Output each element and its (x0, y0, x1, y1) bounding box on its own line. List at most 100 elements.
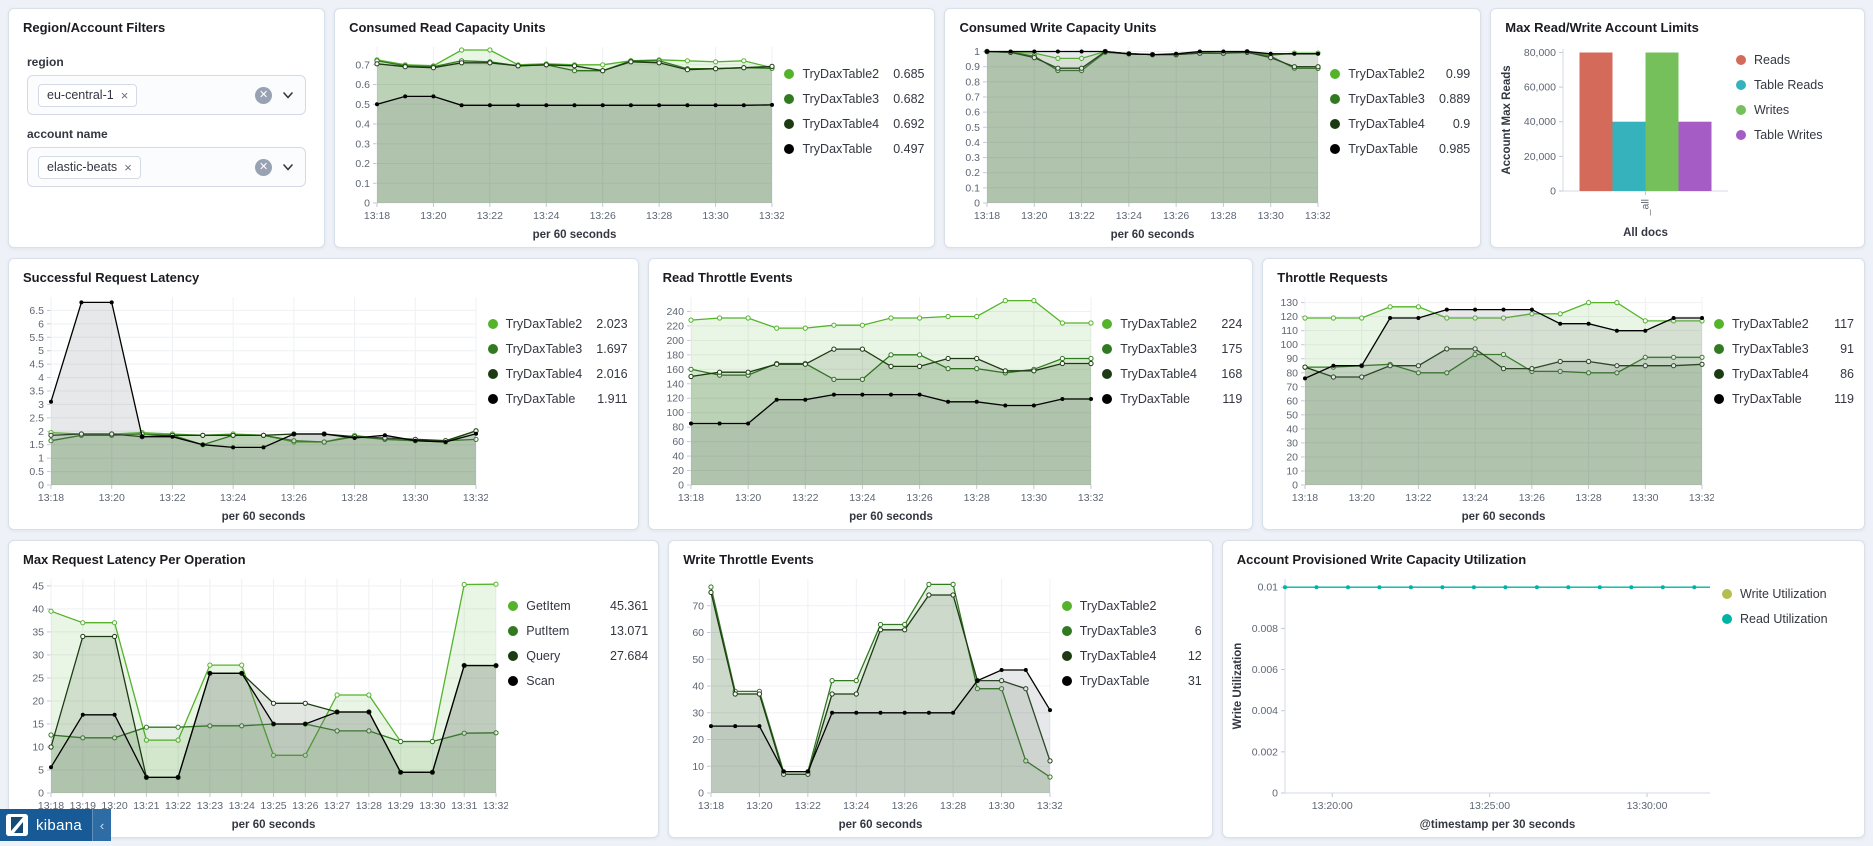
legend-value: 13.071 (610, 624, 649, 638)
svg-text:220: 220 (666, 320, 684, 332)
chart-successful-request-latency[interactable]: 0 0.5 1 1.5 2 2.5 3 3.5 4 4.5 5 5.5 6 6.5 13:18 13:20 13… (15, 287, 489, 525)
chart-max-account-limits[interactable]: 0 20,000 40,000 60,000 80,000 _all All docs Acc… (1497, 37, 1736, 243)
legend-item[interactable]: Table Writes (1735, 128, 1854, 142)
panel-title[interactable]: Consumed Write Capacity Units (959, 20, 1157, 35)
legend-item[interactable]: TryDaxTable2 0.99 (1330, 67, 1470, 81)
svg-text:13:30: 13:30 (989, 800, 1015, 812)
legend-item[interactable]: PutItem 13.071 (508, 624, 648, 638)
svg-text:13:20: 13:20 (1022, 210, 1048, 222)
legend-item[interactable]: TryDaxTable 119 (1714, 392, 1854, 406)
legend-item[interactable]: Scan (508, 674, 648, 688)
legend-item[interactable]: Writes (1735, 103, 1854, 117)
legend-value: 0.682 (893, 92, 925, 106)
clear-selection-icon[interactable]: ✕ (255, 86, 273, 104)
svg-text:200: 200 (666, 335, 684, 347)
legend-item[interactable]: TryDaxTable3 175 (1102, 342, 1242, 356)
region-combobox[interactable]: eu-central-1 × ✕ (27, 75, 307, 115)
svg-text:13:22: 13:22 (165, 800, 191, 812)
legend-item[interactable]: Query 27.684 (508, 649, 648, 663)
legend-item[interactable]: TryDaxTable 0.985 (1330, 142, 1470, 156)
chart-consumed-read-capacity[interactable]: 0 0.1 0.2 0.3 0.4 0.5 0.6 0.7 13:18 13:20 13:22 13:… (341, 37, 785, 243)
legend-item[interactable]: TryDaxTable 1.911 (487, 392, 628, 406)
legend-item[interactable]: Read Utilization (1722, 612, 1854, 626)
panel-title[interactable]: Region/Account Filters (23, 20, 166, 35)
svg-text:0: 0 (38, 788, 44, 800)
chart-account-write-utilization[interactable]: 0 0.002 0.004 0.006 0.008 0.01 13:20:00 13:25:0… (1229, 569, 1722, 833)
chart-consumed-write-capacity[interactable]: 0 0.1 0.2 0.3 0.4 0.5 0.6 0.7 0.8 0.9 1 13:18 13:20 1… (951, 37, 1332, 243)
svg-text:5: 5 (38, 345, 44, 357)
remove-filter-icon[interactable]: × (124, 159, 132, 175)
sidebar-collapse-button[interactable]: ‹ (92, 809, 112, 841)
legend-item[interactable]: GetItem 45.361 (508, 599, 648, 613)
legend-dot-icon (1714, 394, 1724, 404)
legend-item[interactable]: TryDaxTable4 2.016 (487, 367, 628, 381)
chart-throttle-requests[interactable]: 0 10 20 30 40 50 60 70 80 90 100 110 120 130 13:18 13:2… (1269, 287, 1716, 525)
legend-label: Query (526, 649, 561, 663)
chart-read-throttle-events[interactable]: 0 20 40 60 80 100 120 140 160 180 200 220 240 13:18 13… (655, 287, 1104, 525)
legend-dot-icon (1061, 601, 1072, 611)
panel-title[interactable]: Write Throttle Events (683, 552, 814, 567)
svg-text:13:20: 13:20 (747, 800, 773, 812)
legend-dot-icon (487, 394, 498, 404)
svg-text:1: 1 (38, 453, 44, 465)
legend-dot-icon (1330, 69, 1341, 79)
svg-text:3.5: 3.5 (29, 386, 44, 398)
panel-title[interactable]: Account Provisioned Write Capacity Utili… (1236, 552, 1527, 567)
legend-item[interactable]: TryDaxTable 119 (1102, 392, 1242, 406)
legend-item[interactable]: TryDaxTable3 6 (1061, 624, 1202, 638)
legend-item[interactable]: TryDaxTable3 0.682 (784, 92, 924, 106)
panel-title[interactable]: Read Throttle Events (662, 270, 793, 285)
legend-dot-icon (784, 69, 795, 79)
legend-item[interactable]: TryDaxTable2 0.685 (784, 67, 924, 81)
svg-text:13:18: 13:18 (364, 210, 390, 222)
clear-selection-icon[interactable]: ✕ (255, 158, 273, 176)
svg-text:30: 30 (32, 649, 44, 661)
legend-item[interactable]: TryDaxTable3 91 (1714, 342, 1854, 356)
legend-item[interactable]: Table Reads (1735, 78, 1854, 92)
legend-item[interactable]: TryDaxTable3 1.697 (487, 342, 628, 356)
svg-text:130: 130 (1281, 297, 1299, 309)
chevron-down-icon[interactable] (281, 88, 295, 102)
legend-dot-icon (784, 119, 795, 129)
legend-item[interactable]: TryDaxTable2 224 (1102, 317, 1242, 331)
legend-item[interactable]: TryDaxTable4 86 (1714, 367, 1854, 381)
svg-text:13:18: 13:18 (1292, 492, 1318, 504)
legend-item[interactable]: TryDaxTable2 2.023 (487, 317, 628, 331)
legend-item[interactable]: TryDaxTable4 0.9 (1330, 117, 1470, 131)
svg-text:@timestamp per 30 seconds: @timestamp per 30 seconds (1419, 819, 1575, 831)
legend-item[interactable]: TryDaxTable4 12 (1061, 649, 1202, 663)
legend-item[interactable]: TryDaxTable4 168 (1102, 367, 1242, 381)
legend-label: TryDaxTable (1120, 392, 1190, 406)
account-name-combobox[interactable]: elastic-beats × ✕ (27, 147, 307, 187)
svg-text:15: 15 (32, 718, 44, 730)
svg-text:13:28: 13:28 (1211, 210, 1237, 222)
legend-item[interactable]: TryDaxTable4 0.692 (784, 117, 924, 131)
svg-text:13:32: 13:32 (1689, 492, 1714, 504)
svg-text:0.3: 0.3 (355, 138, 370, 150)
chevron-down-icon[interactable] (281, 160, 295, 174)
panel-title[interactable]: Max Request Latency Per Operation (23, 552, 246, 567)
legend-item[interactable]: Reads (1735, 53, 1854, 67)
legend-dot-icon (508, 676, 519, 686)
account-filter-pill[interactable]: elastic-beats × (38, 155, 141, 179)
chart-write-throttle-events[interactable]: 0 10 20 30 40 50 60 70 13:18 13:20 13:22 13:24 13:26… (675, 569, 1064, 833)
legend-item[interactable]: TryDaxTable2 117 (1714, 317, 1854, 331)
panel-title[interactable]: Throttle Requests (1277, 270, 1388, 285)
legend-item[interactable]: TryDaxTable 31 (1061, 674, 1202, 688)
legend-item[interactable]: TryDaxTable3 0.889 (1330, 92, 1470, 106)
chart-max-request-latency[interactable]: 0 5 10 15 20 25 30 35 40 45 13:18 13:19 13:20 13:21 13… (15, 569, 509, 833)
panel-title[interactable]: Consumed Read Capacity Units (349, 20, 546, 35)
panel-title[interactable]: Max Read/Write Account Limits (1505, 20, 1699, 35)
svg-text:13:26: 13:26 (292, 800, 318, 812)
legend-label: GetItem (526, 599, 571, 613)
region-filter-pill[interactable]: eu-central-1 × (38, 83, 138, 107)
panel-title[interactable]: Successful Request Latency (23, 270, 200, 285)
legend-item[interactable]: TryDaxTable2 (1061, 599, 1202, 613)
svg-text:0: 0 (678, 480, 684, 492)
remove-filter-icon[interactable]: × (120, 87, 129, 103)
legend-value: 224 (1221, 317, 1243, 331)
legend-label: Scan (526, 674, 555, 688)
legend-item[interactable]: TryDaxTable 0.497 (784, 142, 924, 156)
legend-item[interactable]: Write Utilization (1722, 587, 1854, 601)
